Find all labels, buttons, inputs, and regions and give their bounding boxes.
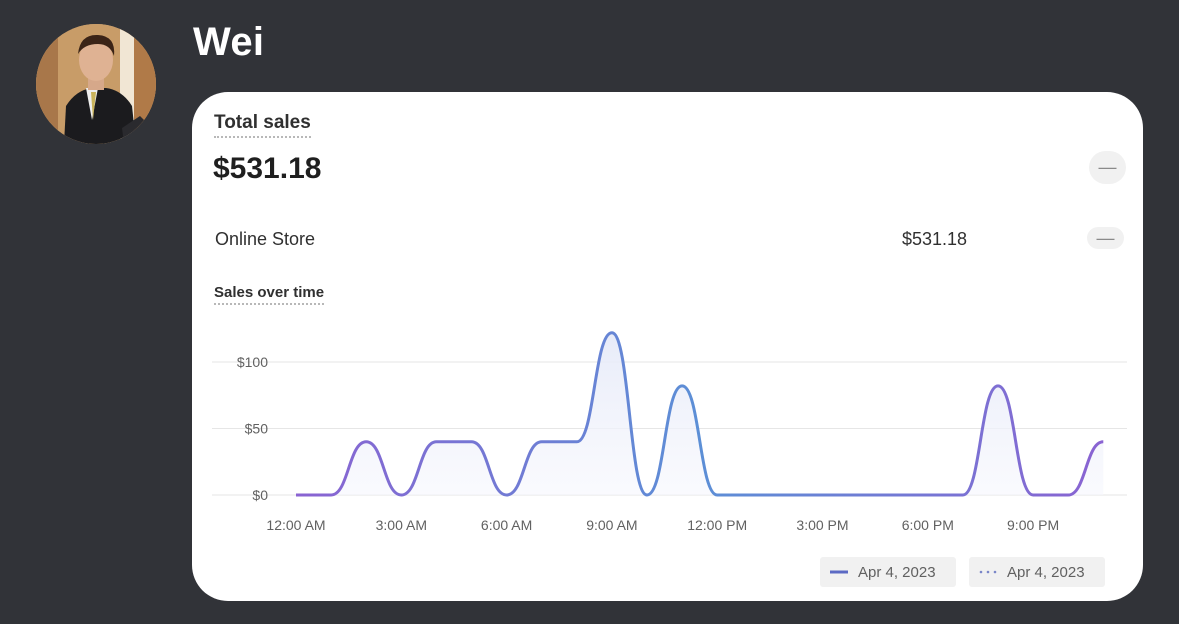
- x-tick-label: 12:00 PM: [687, 517, 747, 533]
- total-sales-label[interactable]: Total sales: [214, 112, 311, 138]
- y-tick-label: $100: [237, 354, 268, 370]
- legend-item-current[interactable]: Apr 4, 2023: [820, 557, 956, 587]
- collapse-total-button[interactable]: —: [1089, 151, 1126, 184]
- collapse-channel-button[interactable]: —: [1087, 227, 1124, 249]
- x-tick-label: 9:00 AM: [586, 517, 637, 533]
- sales-chart: $0$50$100 12:00 AM 3:00 AM 6:00 AM 9:00 AM 1…: [212, 331, 1127, 533]
- x-tick-label: 12:00 AM: [266, 517, 325, 533]
- y-axis-ticks: $0 $50 $100: [237, 354, 268, 503]
- chart-title[interactable]: Sales over time: [214, 284, 325, 305]
- legend-item-comparison[interactable]: Apr 4, 2023: [969, 557, 1105, 587]
- y-tick-label: $0: [252, 487, 268, 503]
- profile-photo-icon: [36, 24, 156, 144]
- legend-label: Apr 4, 2023: [1007, 563, 1085, 581]
- x-tick-label: 3:00 PM: [796, 517, 848, 533]
- x-tick-label: 3:00 AM: [376, 517, 427, 533]
- y-tick-label: $50: [245, 421, 269, 437]
- avatar[interactable]: [36, 24, 156, 144]
- total-sales-value: $531.18: [213, 152, 322, 185]
- sales-line: [296, 331, 1104, 497]
- channel-value: $531.18: [902, 229, 968, 249]
- sales-card: Total sales $531.18 — Online Store $531.…: [192, 92, 1143, 601]
- dotted-line-icon: [979, 570, 997, 574]
- legend-label: Apr 4, 2023: [858, 563, 936, 581]
- x-tick-label: 9:00 PM: [1007, 517, 1059, 533]
- x-tick-label: 6:00 AM: [481, 517, 532, 533]
- minus-icon: —: [1098, 157, 1117, 177]
- solid-line-icon: [830, 570, 848, 574]
- x-tick-label: 6:00 PM: [902, 517, 954, 533]
- x-axis-ticks: 12:00 AM 3:00 AM 6:00 AM 9:00 AM 12:00 PM 3:0…: [266, 517, 1059, 533]
- minus-icon: —: [1096, 227, 1115, 248]
- channel-label: Online Store: [215, 229, 316, 249]
- username[interactable]: Wei: [193, 20, 265, 64]
